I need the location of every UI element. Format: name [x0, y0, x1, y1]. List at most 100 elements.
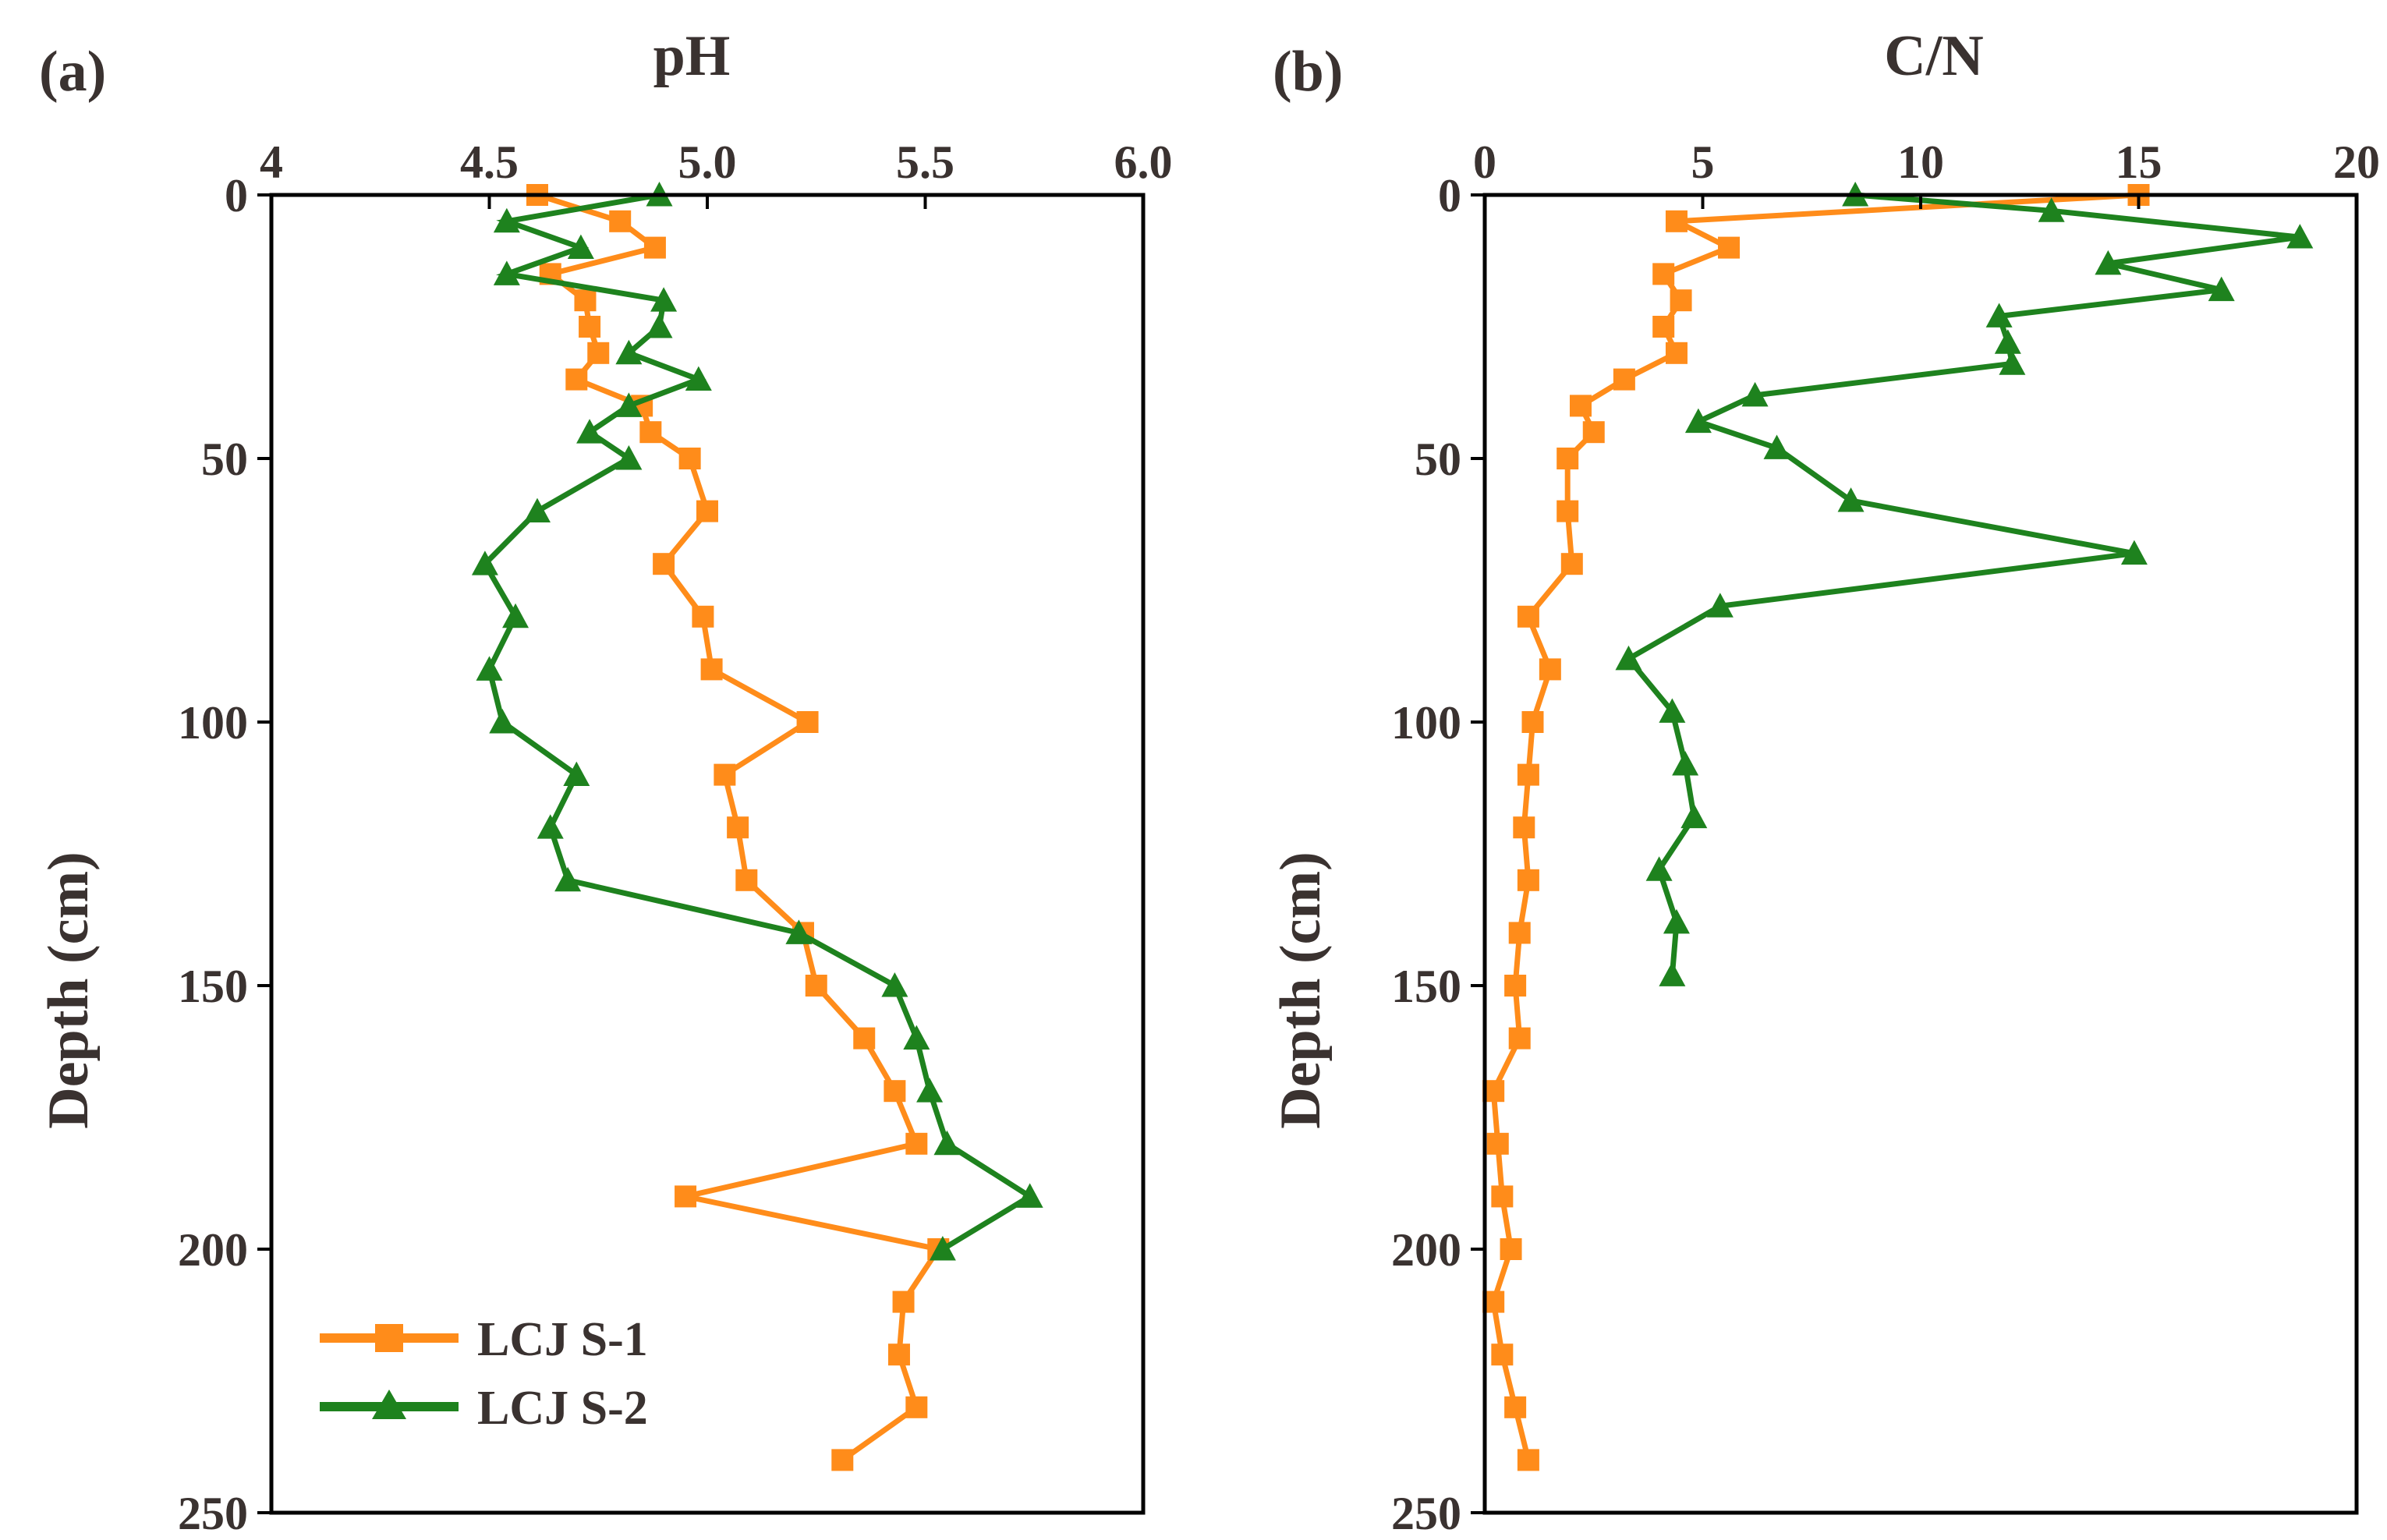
panel-a-point-lcj-s-2 [567, 234, 594, 260]
panel-b-point-lcj-s-2 [1615, 645, 1642, 671]
panel-b-point-lcj-s-1 [1557, 448, 1579, 469]
panel-a-point-lcj-s-1 [727, 816, 749, 839]
panel-b-point-lcj-s-2 [1999, 350, 2026, 375]
legend-label-lcj-s1: LCJ S-1 [477, 1313, 648, 1366]
panel-b-point-lcj-s-2 [1763, 434, 1790, 459]
panel-a-point-lcj-s-2 [903, 1025, 930, 1050]
panel-a-point-lcj-s-1 [853, 1027, 876, 1050]
panel-a-y-tick-label: 150 [178, 961, 248, 1012]
panel-a-point-lcj-s-2 [785, 919, 813, 944]
legend: LCJ S-1 LCJ S-2 [320, 1313, 648, 1435]
panel-a-point-lcj-s-2 [554, 866, 582, 892]
panel-a-point-lcj-s-2 [563, 761, 590, 787]
panel-b-point-lcj-s-1 [1517, 605, 1539, 628]
panel-b-x-axis-title: C/N [1884, 24, 1983, 88]
panel-a-point-lcj-s-1 [831, 1449, 854, 1471]
panel-b-point-lcj-s-2 [2208, 276, 2235, 302]
panel-a-y-tick-label: 50 [201, 434, 248, 485]
panel-a-point-lcj-s-1 [574, 289, 597, 312]
panel-b-y-tick-label: 100 [1391, 697, 1461, 749]
panel-b-point-lcj-s-1 [1513, 816, 1535, 839]
panel-b-point-lcj-s-1 [1500, 1238, 1522, 1260]
panel-a-point-lcj-s-1 [892, 1290, 915, 1313]
panel-a-x-tick-label: 5.5 [896, 136, 954, 188]
panel-b-y-tick-label: 50 [1415, 434, 1461, 485]
panel-b-point-lcj-s-2 [1985, 303, 2013, 327]
panel-a-point-lcj-s-1 [678, 448, 701, 469]
panel-a-point-lcj-s-2 [615, 445, 643, 470]
panel-a-label: (a) [39, 40, 106, 104]
panel-a-point-lcj-s-1 [884, 1080, 906, 1103]
legend-label-lcj-s2: LCJ S-2 [477, 1382, 648, 1435]
panel-b-point-lcj-s-2 [1994, 329, 2021, 354]
panel-a-point-lcj-s-2 [576, 419, 604, 444]
panel-b-point-lcj-s-1 [1491, 1344, 1514, 1366]
panel-b-point-lcj-s-1 [1539, 658, 1561, 681]
panel-b-point-lcj-s-2 [1672, 751, 1699, 776]
panel-a-point-lcj-s-2 [881, 972, 908, 997]
panel-a-point-lcj-s-2 [493, 260, 520, 285]
panel-a-point-lcj-s-1 [805, 975, 827, 997]
panel-a-point-lcj-s-2 [685, 366, 712, 391]
panel-a-point-lcj-s-1 [905, 1396, 928, 1418]
panel-a-x-tick-label: 4 [260, 136, 283, 188]
panel-a-point-lcj-s-2 [489, 709, 516, 734]
panel-b-point-lcj-s-1 [1665, 342, 1688, 364]
panel-b-x-tick-label: 0 [1473, 136, 1496, 188]
panel-b-point-lcj-s-1 [1557, 500, 1579, 522]
panel-b-point-lcj-s-1 [1613, 368, 1635, 391]
panel-b-point-lcj-s-2 [1741, 381, 1769, 407]
panel-a-point-lcj-s-2 [933, 1130, 961, 1156]
panel-b-label: (b) [1273, 40, 1343, 104]
panel-b-point-lcj-s-2 [2095, 250, 2122, 275]
panel-b-point-lcj-s-1 [1652, 316, 1675, 338]
panel-a-point-lcj-s-2 [1016, 1183, 1043, 1208]
panel-b-x-tick-label: 10 [1897, 136, 1944, 188]
panel-b-point-lcj-s-2 [2038, 197, 2065, 222]
panel-b-point-lcj-s-2 [1684, 408, 1712, 434]
panel-b-point-lcj-s-2 [1706, 593, 1734, 618]
panel-b-point-lcj-s-2 [1659, 961, 1686, 986]
panel-a-x-axis-title: pH [653, 24, 731, 88]
panel-b-point-lcj-s-1 [1670, 289, 1692, 312]
panel-a-point-lcj-s-1 [579, 316, 601, 338]
panel-a-x-tick-label: 5.0 [678, 136, 737, 188]
panel-b-point-lcj-s-1 [1486, 1132, 1509, 1155]
panel-a-ticks: 4 4.5 5.0 5.5 6.0 0 50 100 150 200 250 [178, 136, 1173, 1539]
panel-b-point-lcj-s-2 [2120, 540, 2148, 565]
panel-a-point-lcj-s-2 [646, 313, 673, 338]
panel-a-y-tick-label: 250 [178, 1488, 248, 1539]
panel-a-y-tick-label: 200 [178, 1224, 248, 1276]
panel-a-point-lcj-s-2 [615, 392, 643, 417]
panel-a-point-lcj-s-1 [905, 1132, 928, 1155]
panel-b-x-tick-label: 5 [1691, 136, 1715, 188]
panel-b-point-lcj-s-1 [1521, 711, 1544, 733]
panel-b-y-tick-label: 200 [1391, 1224, 1461, 1276]
panel-a-point-lcj-s-1 [692, 605, 714, 628]
panel-b-point-lcj-s-1 [1652, 263, 1675, 285]
panel-b-x-tick-label: 20 [2333, 136, 2380, 188]
panel-a-point-lcj-s-1 [700, 658, 723, 681]
panel-a-point-lcj-s-1 [587, 342, 610, 364]
panel-b-point-lcj-s-1 [1517, 763, 1539, 786]
panel-a-point-lcj-s-2 [650, 287, 678, 312]
panel-b-point-lcj-s-1 [1508, 922, 1531, 944]
panel-a-point-lcj-s-2 [615, 339, 643, 365]
panel-a-x-tick-label: 6.0 [1114, 136, 1173, 188]
panel-a-point-lcj-s-2 [476, 656, 503, 681]
panel-a-point-lcj-s-2 [916, 1078, 944, 1103]
panel-a-point-lcj-s-2 [502, 603, 529, 628]
panel-b-point-lcj-s-2 [1663, 908, 1690, 934]
panel-b-point-lcj-s-1 [1517, 1449, 1539, 1471]
panel-a-ph: (a) pH Depth (cm) 4 4.5 5.0 5.5 6.0 0 50 100 150… [37, 24, 1173, 1539]
panel-a-point-lcj-s-2 [537, 814, 564, 839]
panel-b-point-lcj-s-1 [1665, 210, 1688, 232]
panel-b-point-lcj-s-1 [1569, 395, 1592, 417]
panel-b-point-lcj-s-2 [2286, 224, 2314, 249]
panel-a-y-tick-label: 100 [178, 697, 248, 749]
panel-b-point-lcj-s-1 [1508, 1027, 1531, 1050]
panel-a-point-lcj-s-1 [675, 1185, 697, 1208]
panel-b-point-lcj-s-2 [1837, 487, 1865, 512]
panel-b-y-tick-label: 250 [1391, 1488, 1461, 1539]
